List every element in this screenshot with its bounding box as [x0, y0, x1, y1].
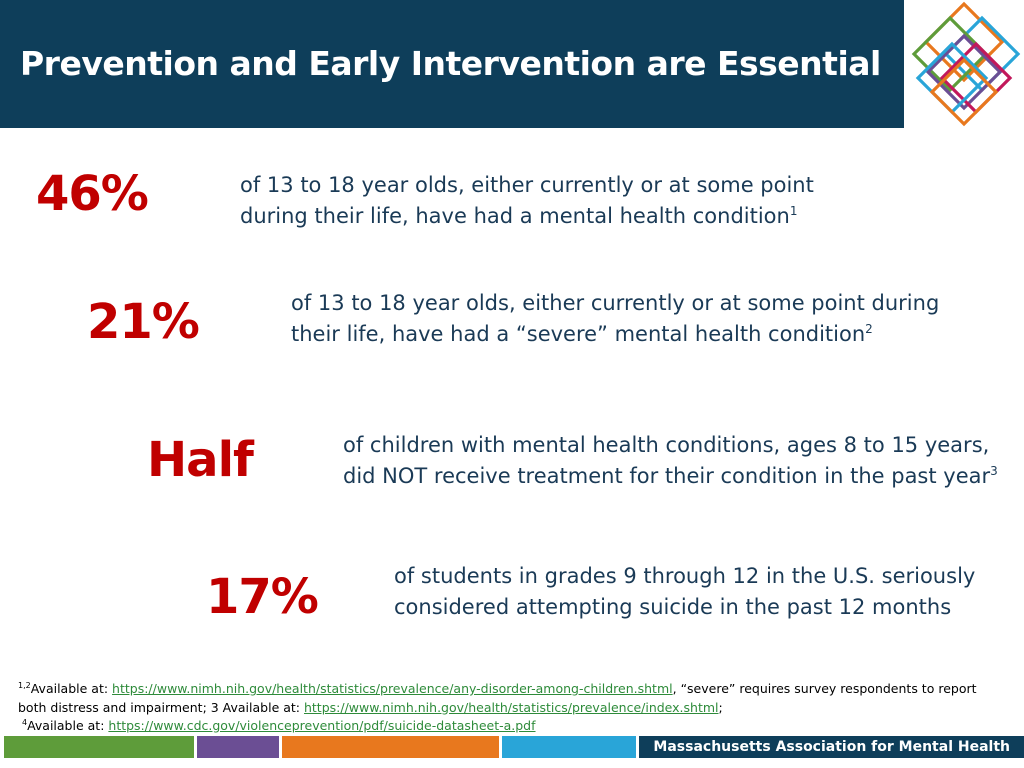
footnote-ref: 4 — [21, 717, 28, 727]
stat-description-line: of children with mental health condition… — [343, 433, 990, 457]
stat-description-line: during their life, have had a mental hea… — [240, 204, 790, 228]
header-banner: Prevention and Early Intervention are Es… — [0, 0, 904, 128]
stat-description: of 13 to 18 year olds, either currently … — [240, 170, 814, 232]
footnote-text: Available at: — [30, 681, 113, 696]
interlocking-diamonds-logo-icon — [911, 1, 1021, 127]
footer-bar-purple — [197, 736, 279, 758]
logo — [906, 0, 1024, 128]
stat-value: 46% — [36, 166, 149, 222]
stat-value: 17% — [206, 569, 319, 625]
footer-bar-blue — [502, 736, 636, 758]
footnote-ref: 1,2 — [18, 680, 31, 690]
footnote-ref: 1 — [789, 204, 798, 218]
stat-description: of children with mental health condition… — [343, 430, 998, 492]
footnote-ref: 3 — [990, 464, 998, 478]
footnote-link-cdc[interactable]: https://www.cdc.gov/violenceprevention/p… — [108, 718, 536, 733]
org-name-footer: Massachusetts Association for Mental Hea… — [639, 736, 1024, 758]
footnotes: 1,2Available at: https://www.nimh.nih.go… — [18, 680, 1008, 736]
footnote-text: Available at: — [27, 718, 109, 733]
stat-description-line: of 13 to 18 year olds, either currently … — [291, 291, 940, 315]
footnote-text: ; — [718, 699, 723, 715]
stat-description: of students in grades 9 through 12 in th… — [394, 561, 975, 623]
footer-bar-orange — [282, 736, 499, 758]
stat-description-line: of students in grades 9 through 12 in th… — [394, 564, 976, 588]
footnote-ref: 2 — [865, 322, 873, 336]
stat-description-line: of 13 to 18 year olds, either currently … — [240, 173, 814, 197]
page-title: Prevention and Early Intervention are Es… — [20, 44, 881, 83]
stat-value: 21% — [87, 294, 200, 350]
stat-description-line: considered attempting suicide in the pas… — [394, 595, 952, 619]
stat-value: Half — [147, 432, 254, 488]
footnote-text: , “severe” requires survey respondents t… — [18, 681, 977, 715]
footnote-link-nimh-prevalence[interactable]: https://www.nimh.nih.gov/health/statisti… — [303, 699, 719, 715]
stat-description-line: their life, have had a “severe” mental h… — [291, 322, 866, 346]
footer-bar-green — [4, 736, 194, 758]
stat-description: of 13 to 18 year olds, either currently … — [291, 288, 939, 350]
stat-description-line: did NOT receive treatment for their cond… — [343, 464, 991, 488]
footnote-link-nimh-children[interactable]: https://www.nimh.nih.gov/health/statisti… — [112, 681, 673, 696]
